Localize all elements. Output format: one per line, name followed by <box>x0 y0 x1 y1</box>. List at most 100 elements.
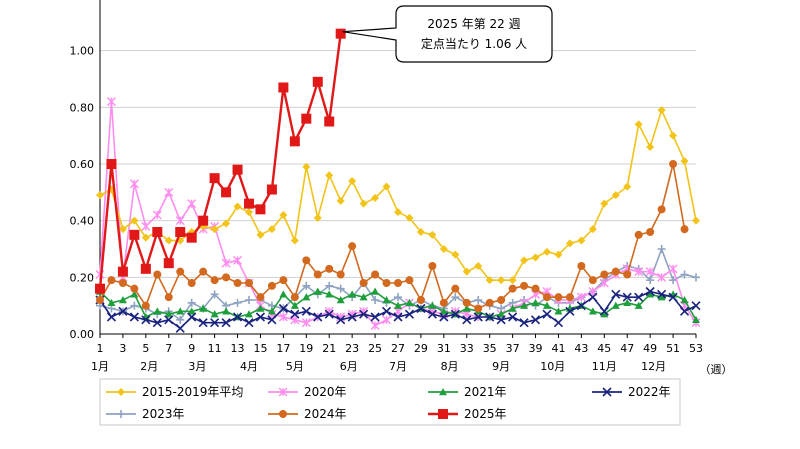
data-point <box>278 303 288 314</box>
data-point <box>130 290 139 298</box>
series-6 <box>95 28 346 294</box>
y-tick-label: 1.00 <box>70 45 95 58</box>
data-point <box>692 216 700 225</box>
data-point <box>164 310 173 318</box>
data-point <box>96 191 104 200</box>
data-point <box>600 199 609 208</box>
data-point <box>542 309 552 319</box>
data-point <box>657 272 667 282</box>
data-point <box>347 312 357 322</box>
data-point <box>634 230 643 239</box>
data-point <box>164 315 174 325</box>
legend-label: 2020年 <box>304 385 347 399</box>
legend-box <box>99 378 681 426</box>
data-point <box>152 210 162 220</box>
month-label: 4月 <box>240 360 258 373</box>
data-point <box>577 236 586 245</box>
data-point <box>289 136 300 147</box>
callout-bubble <box>342 5 553 63</box>
data-point <box>130 284 139 293</box>
data-point <box>531 298 540 307</box>
data-point <box>175 216 185 226</box>
data-point <box>359 309 369 319</box>
data-point <box>221 187 232 198</box>
data-point <box>381 306 392 316</box>
series-line <box>98 33 342 289</box>
data-point <box>554 307 563 315</box>
data-point <box>336 270 345 279</box>
data-point <box>382 296 391 304</box>
callout-line-2: 定点当たり 1.06 人 <box>421 36 527 51</box>
month-label: 1月 <box>91 360 109 373</box>
data-point <box>473 312 483 322</box>
data-point <box>600 310 609 318</box>
data-point <box>416 303 426 314</box>
data-point <box>255 204 266 215</box>
data-point <box>394 279 402 287</box>
x-tick-label: 13 <box>231 342 245 355</box>
data-point <box>576 292 586 302</box>
data-point <box>130 216 139 225</box>
data-point <box>428 301 437 309</box>
data-point <box>382 279 391 287</box>
x-tick-label: 43 <box>574 342 588 355</box>
data-point <box>520 281 529 290</box>
legend-label: 2015-2019年平均 <box>142 385 243 399</box>
data-point <box>141 315 151 325</box>
data-point <box>164 293 173 302</box>
data-point <box>244 318 254 328</box>
data-point <box>141 233 150 242</box>
data-point <box>313 312 323 322</box>
x-tick-label: 21 <box>322 342 336 355</box>
data-point <box>245 279 253 287</box>
data-point <box>692 315 700 324</box>
data-point <box>199 267 208 276</box>
data-point <box>290 301 299 309</box>
x-tick-label: 25 <box>368 342 382 355</box>
series-line <box>99 109 697 281</box>
data-point <box>669 276 678 285</box>
data-point <box>186 232 197 243</box>
month-label: 9月 <box>492 360 510 373</box>
data-point <box>679 306 690 316</box>
month-label: 3月 <box>188 360 206 373</box>
data-point <box>691 301 701 311</box>
data-point <box>405 298 414 307</box>
data-point <box>348 242 357 251</box>
data-point <box>222 307 231 315</box>
data-point <box>416 228 425 236</box>
data-point <box>565 239 574 248</box>
series-0 <box>96 106 700 285</box>
data-point <box>278 312 288 322</box>
data-point <box>451 293 460 302</box>
data-point <box>245 208 253 217</box>
data-point <box>106 312 117 322</box>
data-point <box>290 236 299 245</box>
data-point <box>335 28 346 39</box>
data-point <box>485 312 495 322</box>
data-point <box>462 304 471 312</box>
data-point <box>508 304 517 312</box>
data-point <box>336 296 345 304</box>
data-point <box>370 321 380 330</box>
y-tick-label: 0.40 <box>70 215 95 228</box>
data-point <box>175 323 185 333</box>
series-layer <box>95 28 701 333</box>
data-point <box>325 281 334 290</box>
legend-marker <box>438 409 448 419</box>
data-point <box>451 284 460 293</box>
data-point <box>256 293 265 302</box>
legend-label: 2022年 <box>628 385 671 399</box>
data-point <box>611 267 620 276</box>
data-point <box>244 198 254 209</box>
data-point <box>657 245 666 253</box>
data-point <box>622 292 632 302</box>
data-point <box>325 171 334 180</box>
x-unit-label: （週） <box>700 363 733 376</box>
data-point <box>554 293 563 302</box>
data-point <box>668 264 678 274</box>
data-point <box>210 290 219 299</box>
data-point <box>646 143 655 151</box>
data-point <box>450 309 460 319</box>
data-point <box>405 213 414 222</box>
